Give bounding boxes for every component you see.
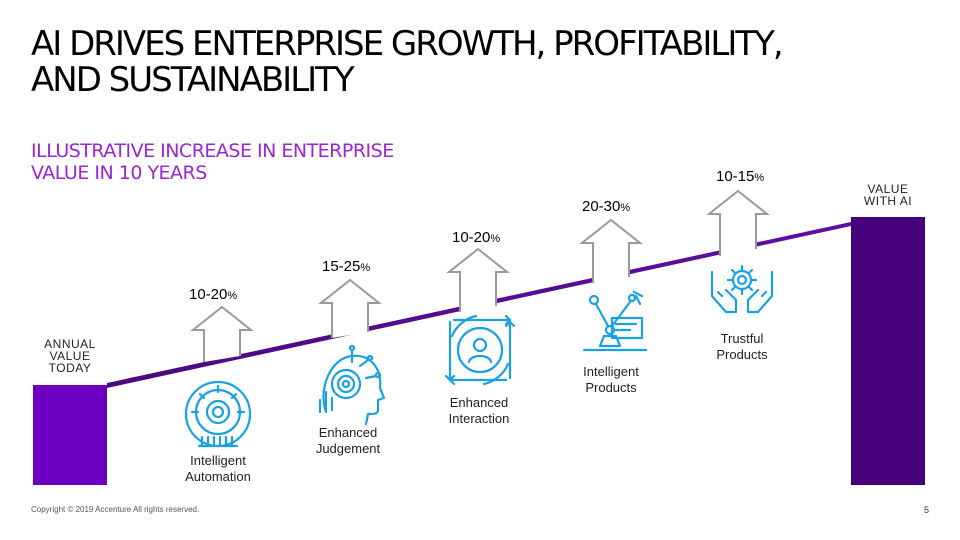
increase-arrow-1 bbox=[190, 305, 254, 362]
step-5-value: 10-15% bbox=[716, 168, 765, 185]
gear-head-icon bbox=[184, 380, 252, 448]
step-3-value: 10-20% bbox=[452, 229, 501, 246]
step-5-caption: Trustful Products bbox=[716, 331, 768, 362]
step-3-caption: Enhanced Interaction bbox=[448, 395, 510, 426]
copyright-footer: Copyright © 2019 Accenture All rights re… bbox=[31, 505, 200, 514]
step-4-value: 20-30% bbox=[582, 198, 631, 215]
step-2-value: 15-25% bbox=[322, 258, 371, 275]
step-1-caption: Intelligent Automation bbox=[185, 453, 251, 484]
value-with-ai-bar bbox=[851, 217, 925, 485]
step-1-value: 10-20% bbox=[189, 286, 238, 303]
annual-value-today-bar bbox=[33, 385, 107, 485]
person-arrows-icon bbox=[444, 314, 516, 386]
step-4-caption: Intelligent Products bbox=[583, 364, 639, 395]
slide-title: AI DRIVES ENTERPRISE GROWTH, PROFITABILI… bbox=[31, 24, 784, 100]
increase-arrow-4 bbox=[579, 218, 643, 283]
value-with-ai-label: VALUE WITH AI bbox=[863, 182, 913, 208]
slide-subtitle: ILLUSTRATIVE INCREASE IN ENTERPRISE VALU… bbox=[31, 140, 394, 184]
increase-arrow-5 bbox=[706, 189, 770, 256]
hands-gear-icon bbox=[710, 264, 774, 314]
step-2-caption: Enhanced Judgement bbox=[315, 425, 381, 456]
brain-head-icon bbox=[318, 344, 386, 426]
page-number: 5 bbox=[924, 505, 930, 515]
increase-arrow-2 bbox=[318, 278, 382, 338]
increase-arrow-3 bbox=[446, 247, 510, 312]
robot-arm-icon bbox=[582, 290, 648, 352]
annual-value-today-label: ANNUAL VALUE TODAY bbox=[44, 337, 96, 375]
